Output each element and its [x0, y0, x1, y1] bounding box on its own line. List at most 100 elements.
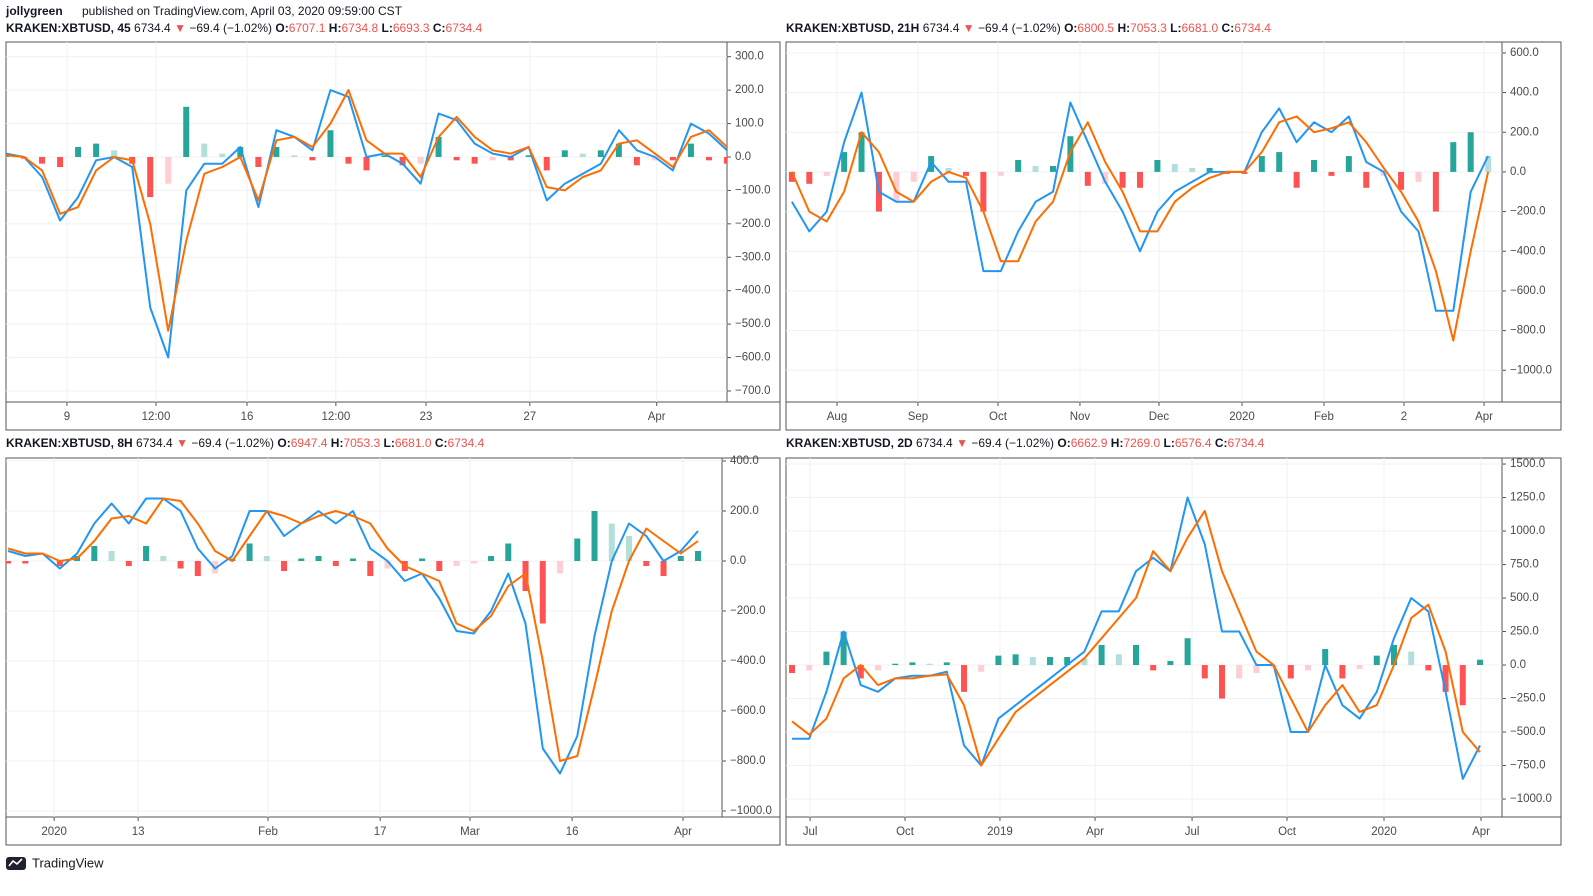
change: −69.4 (−1.02%)	[971, 436, 1054, 450]
histogram-bar	[1150, 665, 1157, 671]
x-tick-label: Apr	[674, 826, 692, 838]
histogram-bar	[926, 663, 933, 666]
histogram-bar	[1304, 665, 1311, 671]
y-tick-label: −800.0	[730, 755, 766, 767]
author: jollygreen	[5, 4, 63, 18]
ohlc-label: L:	[384, 436, 395, 450]
symbol: KRAKEN:XBTUSD, 45	[6, 21, 131, 35]
histogram-bar	[1398, 171, 1405, 190]
histogram-bar	[1339, 665, 1346, 679]
histogram-bar	[219, 153, 226, 157]
histogram-bar	[470, 561, 477, 564]
panel-frame	[5, 457, 781, 846]
line	[791, 91, 1489, 312]
x-tick-label: 13	[132, 826, 145, 838]
histogram-bar	[147, 156, 154, 198]
histogram-bar	[910, 171, 917, 182]
histogram-bar	[978, 665, 985, 672]
y-tick-label: 500.0	[1510, 592, 1539, 604]
histogram-bar	[1293, 171, 1300, 188]
histogram-bar	[893, 171, 900, 202]
legend: KRAKEN:XBTUSD, 45 6734.4 ▼ −69.4 (−1.02%…	[6, 21, 483, 35]
histogram-bar	[436, 561, 443, 571]
histogram-bar	[1015, 160, 1022, 172]
x-tick-label: Sep	[908, 411, 928, 423]
histogram-bar	[980, 171, 987, 212]
plot	[6, 42, 727, 402]
histogram-bar	[806, 171, 813, 184]
histogram-bar	[995, 655, 1002, 666]
histogram-bar	[453, 561, 460, 566]
histogram-bar	[1184, 638, 1191, 666]
ohlc-value: 6947.4	[291, 436, 328, 450]
histogram-bar	[1322, 648, 1329, 666]
last-price: 6734.4	[923, 21, 960, 35]
histogram-bar	[201, 143, 208, 157]
histogram-bar	[1236, 665, 1243, 679]
histogram-bar	[724, 156, 727, 164]
histogram-bar	[841, 152, 848, 172]
y-tick-label: −1000.0	[1510, 793, 1552, 805]
x-tick-label: Feb	[258, 826, 278, 838]
x-tick-label: Dec	[1149, 411, 1170, 423]
histogram-bar	[1363, 171, 1370, 188]
histogram-bar	[1049, 165, 1056, 172]
histogram-bar	[1012, 654, 1019, 666]
histogram-bar	[453, 156, 460, 161]
ohlc-label: C:	[1215, 436, 1228, 450]
published: published on TradingView.com, April 03, …	[82, 4, 403, 18]
histogram-bar	[597, 150, 604, 157]
histogram-bar	[237, 146, 244, 157]
histogram-bar	[1133, 644, 1140, 666]
y-tick-label: 0.0	[1510, 659, 1526, 671]
plot	[6, 458, 722, 817]
histogram-bar	[165, 156, 172, 184]
ohlc-value: 6707.1	[289, 21, 326, 35]
x-tick-label: Apr	[1472, 826, 1490, 838]
histogram-bar	[539, 561, 546, 624]
y-tick-label: −400.0	[730, 655, 766, 667]
histogram-bar	[1189, 167, 1196, 172]
histogram-bar	[1206, 167, 1213, 172]
histogram-bar	[1098, 644, 1105, 666]
histogram-bar	[1253, 665, 1260, 674]
ohlc-value: 6693.3	[393, 21, 430, 35]
x-tick-label: 2020	[1371, 826, 1397, 838]
histogram-bar	[1167, 661, 1174, 666]
histogram-bar	[669, 156, 676, 161]
x-tick-label: 2019	[987, 826, 1013, 838]
panel-frame	[785, 41, 1562, 431]
y-tick-label: −100.0	[735, 184, 771, 196]
line	[6, 89, 727, 359]
histogram-bar	[1154, 160, 1161, 172]
histogram-bar	[111, 150, 118, 157]
histogram-bar	[1029, 656, 1036, 666]
y-tick-label: −600.0	[730, 705, 766, 717]
histogram-bar	[291, 155, 298, 157]
change-arrow: ▼	[956, 436, 968, 450]
y-tick-label: −200.0	[1510, 206, 1546, 218]
y-tick-label: 1000.0	[1510, 525, 1545, 537]
panel-frame	[5, 41, 781, 431]
y-tick-label: −600.0	[735, 352, 771, 364]
legend: KRAKEN:XBTUSD, 2D 6734.4 ▼ −69.4 (−1.02%…	[786, 436, 1265, 450]
histogram-bar	[507, 156, 514, 161]
histogram-bar	[1459, 665, 1466, 706]
histogram-bar	[263, 556, 270, 561]
y-tick-label: 0.0	[730, 555, 746, 567]
y-tick-label: 200.0	[730, 505, 759, 517]
histogram-bar	[1081, 658, 1088, 666]
histogram-bar	[1115, 654, 1122, 666]
ohlc-value: 6734.4	[446, 21, 483, 35]
ohlc-value: 6681.0	[395, 436, 432, 450]
histogram-bar	[651, 156, 658, 161]
y-tick-label: 1500.0	[1510, 458, 1545, 470]
histogram-bar	[1032, 165, 1039, 172]
y-tick-label: 600.0	[1510, 47, 1539, 59]
ohlc-value: 6734.4	[1228, 436, 1265, 450]
panel-frame	[785, 457, 1562, 846]
y-tick-label: −500.0	[1510, 726, 1546, 738]
symbol: KRAKEN:XBTUSD, 2D	[786, 436, 913, 450]
ohlc-value: 7269.0	[1123, 436, 1160, 450]
histogram-bar	[677, 556, 684, 561]
